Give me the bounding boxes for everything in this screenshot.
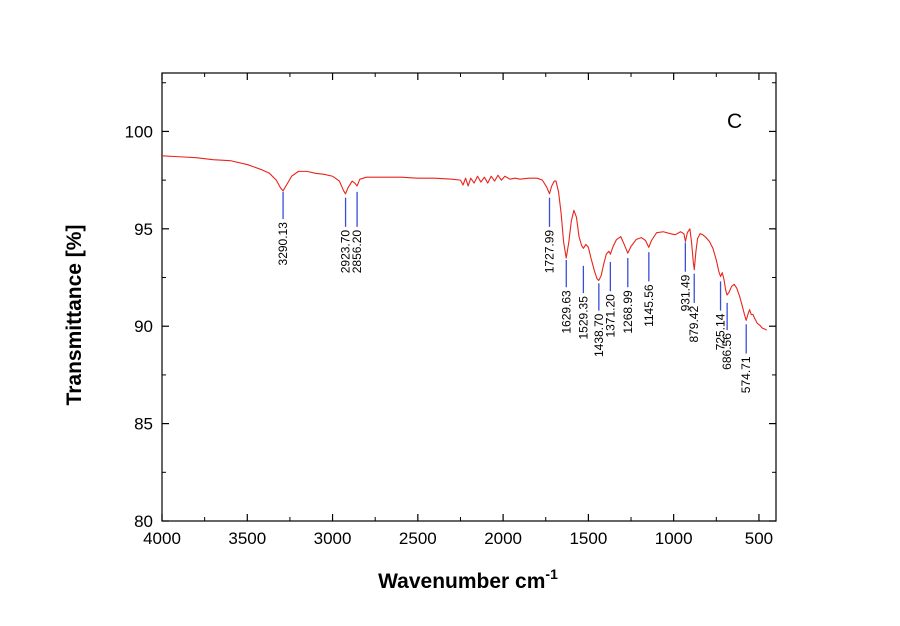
peak-label: 1629.63 <box>559 290 573 334</box>
x-tick-label: 3000 <box>314 529 352 548</box>
peak-label: 931.49 <box>678 274 692 311</box>
x-tick-label: 500 <box>745 529 773 548</box>
peak-label: 686.56 <box>720 333 734 370</box>
peak-label: 3290.13 <box>276 222 290 266</box>
peak-label: 1727.99 <box>543 230 557 274</box>
y-axis-title: Transmittance [%] <box>63 225 86 406</box>
x-tick-label: 1000 <box>655 529 693 548</box>
x-tick-label: 2000 <box>484 529 522 548</box>
y-tick-label: 80 <box>134 512 153 531</box>
panel-label: C <box>727 110 742 133</box>
peak-label: 2923.70 <box>339 230 353 274</box>
x-tick-label: 1500 <box>569 529 607 548</box>
spectrum-line-layer <box>161 155 767 331</box>
y-tick-label: 90 <box>134 317 153 336</box>
y-tick-label: 95 <box>134 220 153 239</box>
peak-label: 879.42 <box>687 306 701 343</box>
plot-frame <box>161 72 777 522</box>
x-tick-label: 2500 <box>399 529 437 548</box>
peak-label: 1371.20 <box>603 294 617 338</box>
y-tick-label: 100 <box>125 122 153 141</box>
x-tick-label: 4000 <box>143 529 181 548</box>
peak-label: 1438.70 <box>592 313 606 357</box>
peak-label: 725.14 <box>714 313 728 350</box>
peak-label: 2856.20 <box>350 230 364 274</box>
axes-layer: 4000 3500 3000 2500 2000 1500 1000 500 80 85 90 95 1… <box>125 72 777 548</box>
peak-label: 1268.99 <box>621 290 635 334</box>
x-tick-label: 3500 <box>228 529 266 548</box>
x-axis-title-superscript: -1 <box>545 566 558 582</box>
peak-label: 1529.35 <box>576 296 590 340</box>
peak-label: 1145.56 <box>642 284 656 327</box>
y-tick-label: 85 <box>134 415 153 434</box>
peak-label: 574.71 <box>739 356 753 393</box>
x-axis-title: Wavenumber cm-1 <box>378 566 558 593</box>
spectrum-line <box>161 155 767 331</box>
x-axis-title-text: Wavenumber cm <box>378 570 545 593</box>
